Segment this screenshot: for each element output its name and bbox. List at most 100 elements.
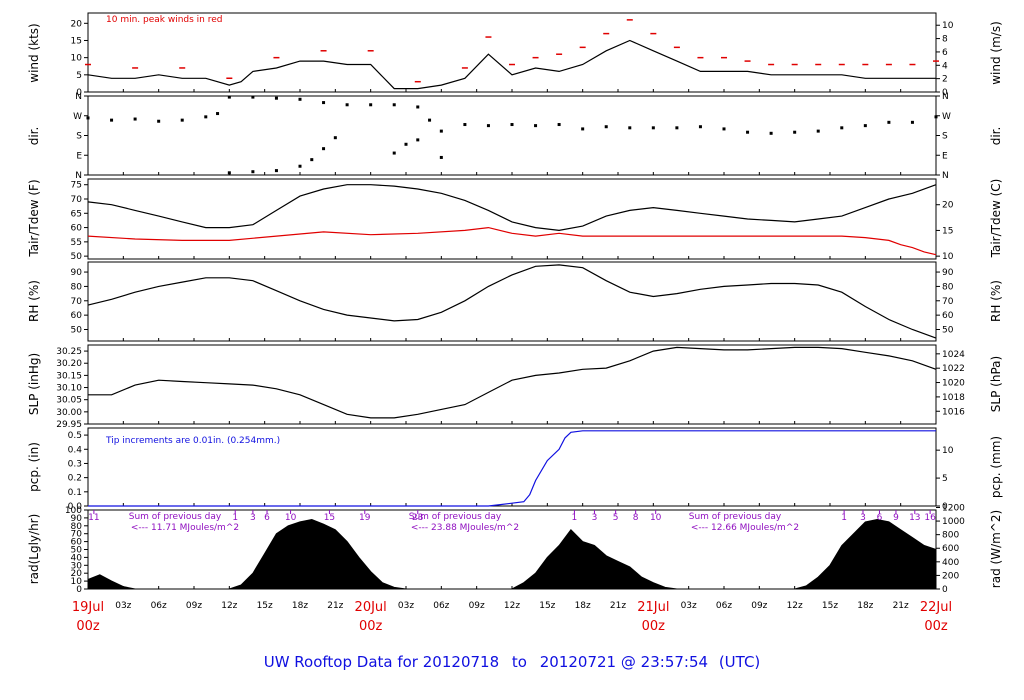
temp-right-tick-label: 15 [942, 226, 953, 236]
slp-ylabel-right: SLP (hPa) [989, 356, 1003, 412]
dir-point [675, 126, 679, 130]
rad-hour-marker-label: 8 [633, 513, 639, 523]
hour-tick-label: 03z [398, 601, 414, 611]
daily-note-3: Sum of previous day <--- 12.66 MJoules/m… [689, 512, 799, 533]
dir-point [510, 123, 514, 127]
dir-right-tick-label: N [942, 92, 949, 102]
hour-tick-label: 18z [575, 601, 591, 611]
temp-left-tick-label: 60 [71, 224, 83, 234]
dir-panel-frame [87, 95, 937, 176]
wind-right-tick-label: 0 [942, 88, 948, 98]
hour-tick-label: 12z [787, 601, 803, 611]
rad-left-tick-label: 100 [65, 506, 82, 516]
pcp-left-tick-label: 0.2 [68, 474, 82, 484]
slp-left-tick-label: 30.05 [56, 396, 82, 406]
temp-ylabel-left: Tair/Tdew (F) [27, 179, 41, 257]
wind-left-tick-label: 5 [76, 71, 82, 81]
dir-point [110, 118, 114, 122]
hour-tick-label: 12z [504, 601, 520, 611]
hour-tick-label: 15z [539, 601, 555, 611]
temp-ylabel-right: Tair/Tdew (C) [989, 179, 1003, 259]
dir-point [428, 118, 432, 122]
dir-point [887, 120, 891, 124]
dir-point [274, 96, 278, 100]
rad-hour-marker-label: 3 [860, 513, 866, 523]
dir-point [392, 103, 396, 107]
slp-ylabel-left: SLP (inHg) [27, 353, 41, 415]
rad-hour-marker-label: 3 [250, 513, 256, 523]
pcp-left-tick-label: 0.1 [68, 488, 82, 498]
slp-left-tick-label: 30.20 [56, 359, 82, 369]
dir-point [369, 103, 373, 107]
wind-right-tick-label: 8 [942, 35, 948, 45]
footer-time: 23:57:54 [641, 653, 708, 671]
rad-hour-marker-label: 15 [324, 513, 335, 523]
dir-right-tick-label: E [942, 151, 948, 161]
dir-point [793, 130, 797, 134]
dir-point [486, 124, 490, 128]
dir-point [863, 124, 867, 128]
rad-hour-marker-label: 10 [285, 513, 297, 523]
dir-point [439, 155, 443, 159]
hour-tick-label: 09z [186, 601, 202, 611]
wind-left-tick-label: 15 [71, 36, 82, 46]
hour-tick-label: 15z [257, 601, 273, 611]
rad-hour-marker-label: 1 [232, 513, 238, 523]
rh-right-tick-label: 60 [942, 311, 954, 321]
temp-right-tick-label: 10 [942, 252, 954, 262]
dir-left-tick-label: W [73, 112, 82, 122]
dir-point [934, 115, 938, 119]
dir-point [227, 171, 231, 175]
rad-hour-marker-label: 16 [924, 513, 936, 523]
daily-note-value: <--- 11.71 MJoules/m^2 [131, 523, 239, 533]
daily-note-2: Sum of previous day <--- 23.88 MJoules/m… [409, 512, 519, 533]
pcp-right-tick-label: 0 [942, 502, 948, 512]
pcp-right-tick-label: 5 [942, 474, 948, 484]
dir-right-tick-label: S [942, 132, 948, 142]
dir-point [227, 95, 231, 99]
dir-point [416, 138, 420, 142]
dir-point [204, 115, 208, 119]
dir-left-tick-label: N [75, 171, 82, 181]
hour-tick-label: 03z [115, 601, 131, 611]
footer-end-date: 20120721 [540, 653, 616, 671]
pcp-ylabel-left: pcp. (in) [27, 442, 41, 492]
footer-title: UW Rooftop Data for 20120718 to 20120721… [264, 653, 761, 671]
hour-tick-label: 18z [857, 601, 873, 611]
rad-right-tick-label: 400 [942, 558, 959, 568]
rh-left-tick-label: 50 [71, 326, 83, 336]
pcp-series-0-line [88, 430, 936, 507]
daily-note-title: Sum of previous day [409, 512, 502, 522]
dir-left-tick-label: N [75, 92, 82, 102]
pcp-ylabel-right: pcp. (mm) [989, 436, 1003, 498]
rad-hour-marker-label: 3 [592, 513, 598, 523]
rad-hour-marker-label: 1 [572, 513, 578, 523]
dir-point [345, 103, 349, 107]
wind-right-tick-label: 2 [942, 75, 948, 85]
rad-hour-marker-label: 1 [841, 513, 847, 523]
temp-right-tick-label: 20 [942, 201, 954, 211]
dir-point [298, 97, 302, 101]
dir-point [557, 123, 561, 127]
dir-point [910, 120, 914, 124]
wind-right-tick-label: 6 [942, 48, 948, 58]
rad-hour-marker-label: 19 [359, 513, 371, 523]
rad-right-tick-label: 0 [942, 585, 948, 595]
hour-tick-label: 18z [292, 601, 308, 611]
rh-ylabel-right: RH (%) [989, 280, 1003, 322]
rad-right-tick-label: 1200 [942, 503, 965, 513]
slp-left-tick-label: 30.10 [56, 384, 82, 394]
rh-left-tick-label: 90 [71, 268, 83, 278]
wind-left-tick-label: 20 [71, 19, 83, 29]
slp-left-tick-label: 30.15 [56, 371, 82, 381]
dir-left-tick-label: S [76, 132, 82, 142]
rh-right-tick-label: 80 [942, 282, 954, 292]
slp-right-tick-label: 1016 [942, 407, 965, 417]
dir-point [392, 151, 396, 155]
temp-series-0-line [87, 184, 937, 232]
rad-right-tick-label: 800 [942, 531, 959, 541]
day-label-time: 00z [359, 619, 383, 634]
rad-hour-marker-label: 9 [893, 513, 899, 523]
daily-note-1: Sum of previous day <--- 11.71 MJoules/m… [129, 512, 239, 533]
